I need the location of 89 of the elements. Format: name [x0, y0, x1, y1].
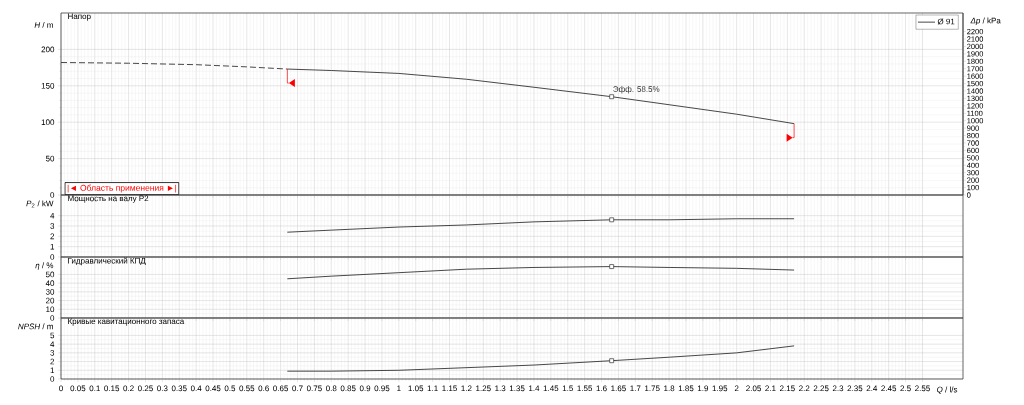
chart-title: Гидравлический КПД — [68, 257, 146, 266]
y-tick-label: 40 — [45, 280, 55, 286]
x-tick-label: 0.55 — [239, 385, 255, 392]
x-tick-label: 1.45 — [543, 385, 559, 392]
chart-title: Мощность на валу P2 — [68, 195, 149, 203]
x-tick-label: 0.95 — [374, 385, 390, 392]
x-tick-label: 0.5 — [224, 385, 236, 392]
x-tick-label: 0.6 — [258, 385, 269, 392]
x-tick-label: 1.2 — [461, 385, 472, 392]
x-tick-label: 0.8 — [326, 385, 337, 392]
y-tick-label: 4 — [50, 341, 55, 347]
x-tick-label: 0.2 — [123, 385, 134, 392]
x-axis-title: Q / l/s — [936, 386, 958, 394]
x-tick-label: 2.25 — [813, 385, 829, 392]
y-tick-label: 10 — [46, 306, 55, 313]
x-tick-label: 0.15 — [104, 385, 120, 392]
y-tick-label: 3 — [50, 223, 55, 229]
y-tick-label: 200 — [41, 46, 55, 53]
y-tick-label: 1 — [50, 367, 55, 374]
x-tick-label: 0.1 — [89, 385, 100, 392]
y-axis-title: H / m — [34, 21, 53, 28]
x-tick-label: 1 — [397, 385, 401, 392]
line-series — [286, 266, 795, 280]
x-tick-label: 1.65 — [611, 385, 626, 392]
y-tick-label: 1 — [50, 243, 55, 250]
y-tick-label: 2 — [50, 358, 55, 365]
y-tick-label: 0 — [50, 315, 55, 321]
x-tick-label: 0.85 — [340, 385, 356, 392]
x-tick-label: 2.3 — [832, 385, 844, 392]
y-tick-label: 30 — [45, 289, 55, 295]
x-tick-label: 2.2 — [799, 385, 810, 392]
x-tick-label: 1.95 — [712, 385, 728, 392]
y-tick-label: 50 — [45, 271, 55, 278]
x-tick-label: 1.05 — [408, 385, 424, 392]
x-tick-label: 1.75 — [645, 385, 660, 392]
y-axis-title: P$_{2}$ / kW — [26, 200, 54, 208]
x-tick-label: 1.35 — [509, 385, 525, 392]
x-tick-label: 2.55 — [915, 385, 930, 392]
y-tick-label: 100 — [41, 119, 55, 126]
x-tick-label: 1.8 — [664, 385, 675, 392]
y-axis-title: η / % — [35, 262, 54, 270]
x-tick-label: 0.7 — [292, 385, 303, 392]
x-tick-label: 0.35 — [171, 385, 187, 392]
y-tick-label: 0 — [50, 254, 55, 260]
x-tick-label: 1.55 — [577, 385, 593, 392]
y-tick-label: 0 — [50, 192, 55, 198]
x-tick-label: 0 — [59, 385, 63, 392]
annotation: |◄ Область применения ►| — [67, 184, 177, 193]
x-tick-label: 0.45 — [205, 385, 221, 392]
y-tick-label: 5 — [50, 332, 55, 339]
x-tick-label: 0.9 — [359, 385, 371, 392]
legend-label: Ø 91 — [937, 18, 955, 25]
x-tick-label: 1.1 — [427, 385, 438, 392]
x-tick-label: 0.25 — [137, 385, 153, 392]
x-tick-label: 2.4 — [866, 385, 878, 392]
x-tick-label: 1.85 — [678, 385, 694, 392]
chart-title: Напор — [68, 13, 91, 21]
x-tick-label: 2.05 — [746, 385, 761, 392]
x-tick-label: 0.3 — [157, 385, 168, 392]
x-tick-label: 2.15 — [779, 385, 795, 392]
x-tick-label: 1.9 — [697, 385, 709, 392]
y2-axis-title: Δp / kPa — [970, 17, 1001, 25]
x-tick-label: 2.5 — [900, 385, 911, 392]
x-tick-label: 1.5 — [562, 385, 573, 392]
y-tick-label: 20 — [45, 297, 55, 304]
x-tick-label: 1.25 — [476, 385, 491, 392]
x-tick-label: 1.6 — [596, 385, 607, 392]
x-tick-label: 2.45 — [881, 385, 897, 392]
x-tick-label: 0.05 — [70, 385, 86, 392]
x-tick-label: 2.1 — [765, 385, 776, 392]
y-axis-title: NPSH / m — [18, 323, 53, 330]
line-series — [286, 218, 795, 233]
y-tick-label: 3 — [50, 350, 55, 356]
x-tick-label: 1.7 — [630, 385, 641, 392]
chart-title: Кривые кавитационного запаса — [68, 318, 185, 326]
x-tick-label: 1.15 — [442, 385, 457, 392]
x-tick-label: 2.35 — [847, 385, 863, 392]
y-tick-label: 150 — [41, 82, 55, 89]
y-tick-label: 0 — [50, 376, 55, 382]
x-tick-label: 0.4 — [190, 385, 202, 392]
annotation: Эфф. 58.5% — [613, 86, 660, 94]
y-tick-label: 2 — [50, 233, 55, 240]
x-tick-label: 2 — [734, 385, 739, 392]
y-tick-label: 50 — [45, 155, 55, 162]
x-tick-label: 0.75 — [306, 385, 322, 392]
y-tick-label: 4 — [50, 212, 55, 219]
x-tick-label: 0.65 — [273, 385, 289, 392]
x-tick-label: 1.4 — [529, 385, 540, 392]
x-tick-label: 1.3 — [495, 385, 506, 392]
